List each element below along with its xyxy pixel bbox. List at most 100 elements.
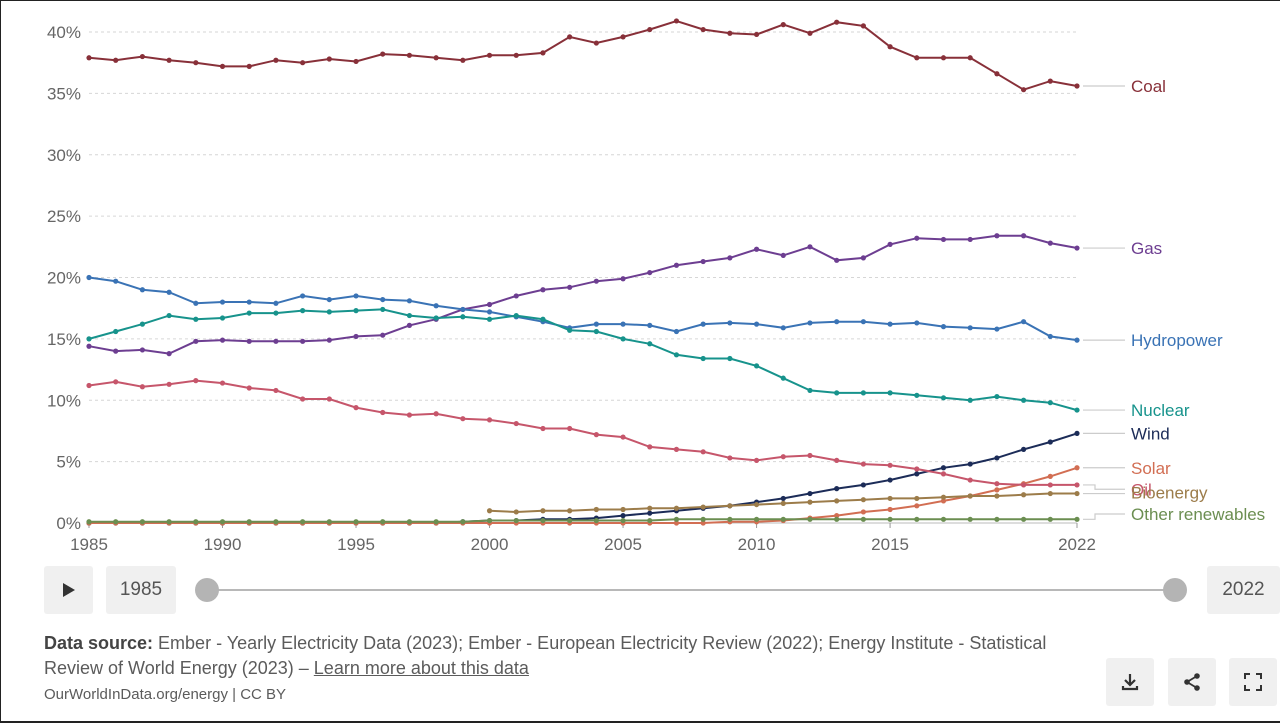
data-point: [887, 495, 893, 502]
data-point: [460, 416, 466, 422]
data-point: [326, 337, 332, 343]
data-point: [673, 516, 680, 522]
series-label-nuclear: Nuclear: [1131, 401, 1190, 420]
data-point: [380, 296, 386, 303]
start-year-handle[interactable]: [195, 578, 219, 602]
data-point: [940, 516, 947, 522]
data-point: [1074, 516, 1080, 522]
data-point: [647, 505, 653, 511]
data-point: [193, 338, 199, 344]
data-point: [486, 301, 493, 308]
data-point: [540, 287, 546, 293]
data-point: [433, 55, 439, 61]
series-label-bioenergy: Bioenergy: [1131, 484, 1208, 503]
data-point: [380, 306, 386, 313]
data-point: [994, 233, 1000, 239]
data-point: [460, 519, 466, 525]
share-button[interactable]: [1168, 658, 1216, 706]
data-point: [406, 52, 413, 58]
data-point: [860, 509, 866, 515]
start-year-button[interactable]: 1985: [106, 566, 176, 614]
data-point: [994, 326, 1000, 332]
data-point: [326, 309, 332, 315]
y-tick-label: 10%: [47, 391, 81, 410]
source-text: Ember - Yearly Electricity Data (2023); …: [44, 633, 1047, 678]
y-tick-label: 5%: [56, 453, 81, 472]
data-point: [1074, 245, 1080, 251]
data-point: [727, 355, 733, 362]
data-point: [326, 519, 332, 525]
data-point: [834, 513, 840, 519]
data-point: [940, 465, 947, 471]
data-point: [807, 244, 813, 250]
data-point: [1020, 492, 1027, 498]
data-point: [139, 519, 146, 525]
data-point: [460, 314, 466, 320]
data-point: [753, 457, 760, 463]
data-point: [673, 352, 680, 358]
data-point: [834, 457, 840, 463]
data-point: [673, 328, 680, 335]
data-point: [887, 462, 893, 468]
data-point: [219, 63, 226, 69]
data-point: [300, 519, 306, 525]
data-point: [727, 455, 733, 461]
end-year-handle[interactable]: [1163, 578, 1187, 602]
data-point: [86, 382, 92, 389]
x-tick-label: 2005: [604, 535, 642, 554]
data-point: [780, 22, 786, 28]
data-point: [620, 434, 626, 440]
data-point: [86, 336, 92, 342]
data-point: [834, 319, 840, 325]
data-point: [1020, 397, 1027, 403]
x-tick-label: 1990: [204, 535, 242, 554]
timeline-controls: 1985 2022: [44, 566, 1280, 614]
data-point: [647, 510, 653, 516]
data-point: [940, 236, 947, 243]
data-point: [1047, 490, 1053, 497]
end-year-button[interactable]: 2022: [1207, 566, 1280, 614]
data-point: [1047, 78, 1053, 84]
play-button[interactable]: [44, 566, 93, 614]
data-point: [807, 452, 813, 459]
data-point: [673, 262, 680, 268]
data-point: [86, 519, 92, 525]
data-point: [540, 316, 546, 322]
data-point: [567, 517, 573, 524]
license-text: OurWorldInData.org/energy | CC BY: [44, 686, 287, 703]
series-line-nuclear: [88, 308, 1078, 412]
series-line-other-renewables: [89, 518, 1077, 523]
download-button[interactable]: [1106, 658, 1154, 706]
fullscreen-button[interactable]: [1229, 658, 1277, 706]
data-point: [219, 380, 226, 386]
data-point: [647, 269, 653, 276]
data-point: [486, 316, 493, 322]
data-point: [246, 310, 252, 316]
data-point: [486, 508, 493, 514]
x-tick-label: 1995: [337, 535, 375, 554]
data-point: [780, 495, 786, 502]
data-point: [193, 378, 199, 384]
data-point: [887, 321, 893, 327]
data-point: [807, 516, 813, 522]
data-point: [193, 519, 199, 525]
data-point: [834, 516, 840, 522]
data-point: [860, 319, 866, 325]
y-tick-label: 15%: [47, 330, 81, 349]
data-point: [166, 519, 172, 525]
data-point: [940, 494, 947, 500]
learn-more-link[interactable]: Learn more about this data: [313, 658, 529, 678]
data-point: [246, 385, 252, 391]
data-point: [219, 519, 226, 525]
data-point: [994, 393, 1000, 400]
data-point: [887, 390, 893, 396]
data-point: [406, 519, 413, 525]
data-point: [994, 481, 1000, 487]
data-point: [967, 325, 973, 331]
series-label-coal: Coal: [1131, 77, 1166, 96]
data-point: [326, 56, 332, 62]
data-point: [166, 289, 172, 295]
play-icon: [62, 583, 75, 597]
data-point: [780, 325, 786, 331]
timeline-track[interactable]: [207, 589, 1175, 591]
